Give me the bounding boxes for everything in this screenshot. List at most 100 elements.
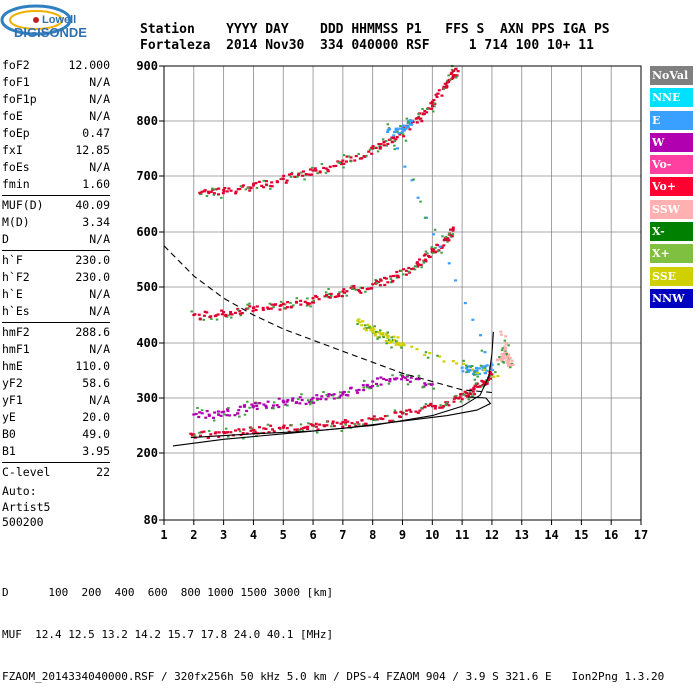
data-point xyxy=(239,185,243,188)
param-label: hmF1 xyxy=(2,342,30,356)
data-point xyxy=(444,404,447,407)
y-tick-label: 300 xyxy=(136,391,158,405)
data-point xyxy=(357,153,360,156)
data-point xyxy=(290,305,294,308)
data-point xyxy=(239,314,243,317)
data-point xyxy=(505,356,509,359)
data-point xyxy=(279,428,282,431)
data-point xyxy=(443,82,447,85)
data-point xyxy=(431,110,435,113)
data-point xyxy=(192,433,196,436)
data-point xyxy=(229,189,233,192)
data-point xyxy=(254,308,258,312)
data-point xyxy=(238,415,241,418)
data-point xyxy=(346,420,350,423)
data-point xyxy=(426,356,430,359)
data-point xyxy=(210,317,213,320)
param-row: h`E N/A xyxy=(2,287,110,304)
data-point xyxy=(480,349,484,352)
data-point xyxy=(377,280,381,284)
data-point xyxy=(220,196,223,199)
data-point xyxy=(466,395,470,398)
data-point xyxy=(416,196,420,199)
data-point xyxy=(389,275,393,278)
data-point xyxy=(330,425,333,428)
data-point xyxy=(433,105,436,108)
param-label: hmE xyxy=(2,359,23,373)
y-tick-label: 200 xyxy=(136,446,158,460)
data-point xyxy=(285,400,289,403)
data-point xyxy=(296,428,300,431)
data-point xyxy=(328,296,332,299)
data-point xyxy=(454,396,458,400)
data-point xyxy=(462,359,465,362)
data-point xyxy=(445,238,449,242)
data-point xyxy=(275,404,279,407)
data-point xyxy=(244,188,248,191)
data-point xyxy=(212,419,216,422)
data-point xyxy=(298,428,302,431)
data-point xyxy=(269,184,273,188)
data-point xyxy=(451,233,455,236)
data-point xyxy=(447,74,450,77)
data-point xyxy=(326,168,330,172)
data-point xyxy=(354,154,358,158)
data-point xyxy=(355,421,359,424)
data-point xyxy=(309,423,313,426)
legend-item: E xyxy=(650,110,693,130)
data-point xyxy=(227,406,230,409)
data-point xyxy=(207,192,211,195)
data-point xyxy=(257,180,261,183)
data-point xyxy=(497,363,500,366)
data-point xyxy=(369,329,373,332)
legend-item: NNW xyxy=(650,288,693,308)
data-point xyxy=(473,378,477,381)
data-point xyxy=(469,365,473,368)
data-point xyxy=(392,335,396,338)
param-row: C-level 22 xyxy=(2,465,110,482)
data-point xyxy=(455,362,459,365)
param-row: fmin 1.60 xyxy=(2,177,110,194)
data-point xyxy=(504,347,508,350)
data-point xyxy=(392,420,396,423)
data-point xyxy=(282,400,286,404)
legend-item: Vo- xyxy=(650,155,693,175)
data-point xyxy=(227,314,230,317)
x-tick-label: 4 xyxy=(250,528,257,542)
data-point xyxy=(197,313,201,316)
data-point xyxy=(508,363,512,367)
data-point xyxy=(390,346,393,349)
data-point xyxy=(398,133,402,136)
data-point xyxy=(266,423,270,426)
param-row: foF1p N/A xyxy=(2,92,110,109)
data-point xyxy=(347,390,350,393)
data-point xyxy=(340,295,344,298)
y-tick-label: 500 xyxy=(136,280,158,294)
data-point xyxy=(509,366,512,369)
data-point xyxy=(425,111,429,114)
data-point xyxy=(462,362,466,365)
data-point xyxy=(375,418,379,421)
data-point xyxy=(436,354,439,357)
data-point xyxy=(412,178,415,181)
data-point xyxy=(429,102,433,105)
data-point xyxy=(306,427,310,431)
data-point xyxy=(320,395,324,398)
data-point xyxy=(284,403,288,406)
data-point xyxy=(286,301,290,304)
data-point xyxy=(436,243,440,247)
data-point xyxy=(360,157,364,160)
data-point xyxy=(207,414,211,417)
param-label: h`Es xyxy=(2,304,30,318)
data-point xyxy=(311,169,315,172)
data-point xyxy=(217,413,221,416)
data-point xyxy=(216,313,220,316)
data-point xyxy=(251,428,255,431)
param-value: 3.34 xyxy=(82,215,110,229)
data-point xyxy=(407,266,411,270)
data-point xyxy=(427,254,431,258)
data-point xyxy=(503,351,507,354)
data-point xyxy=(507,344,510,347)
data-point xyxy=(255,407,259,410)
data-point xyxy=(438,406,442,409)
